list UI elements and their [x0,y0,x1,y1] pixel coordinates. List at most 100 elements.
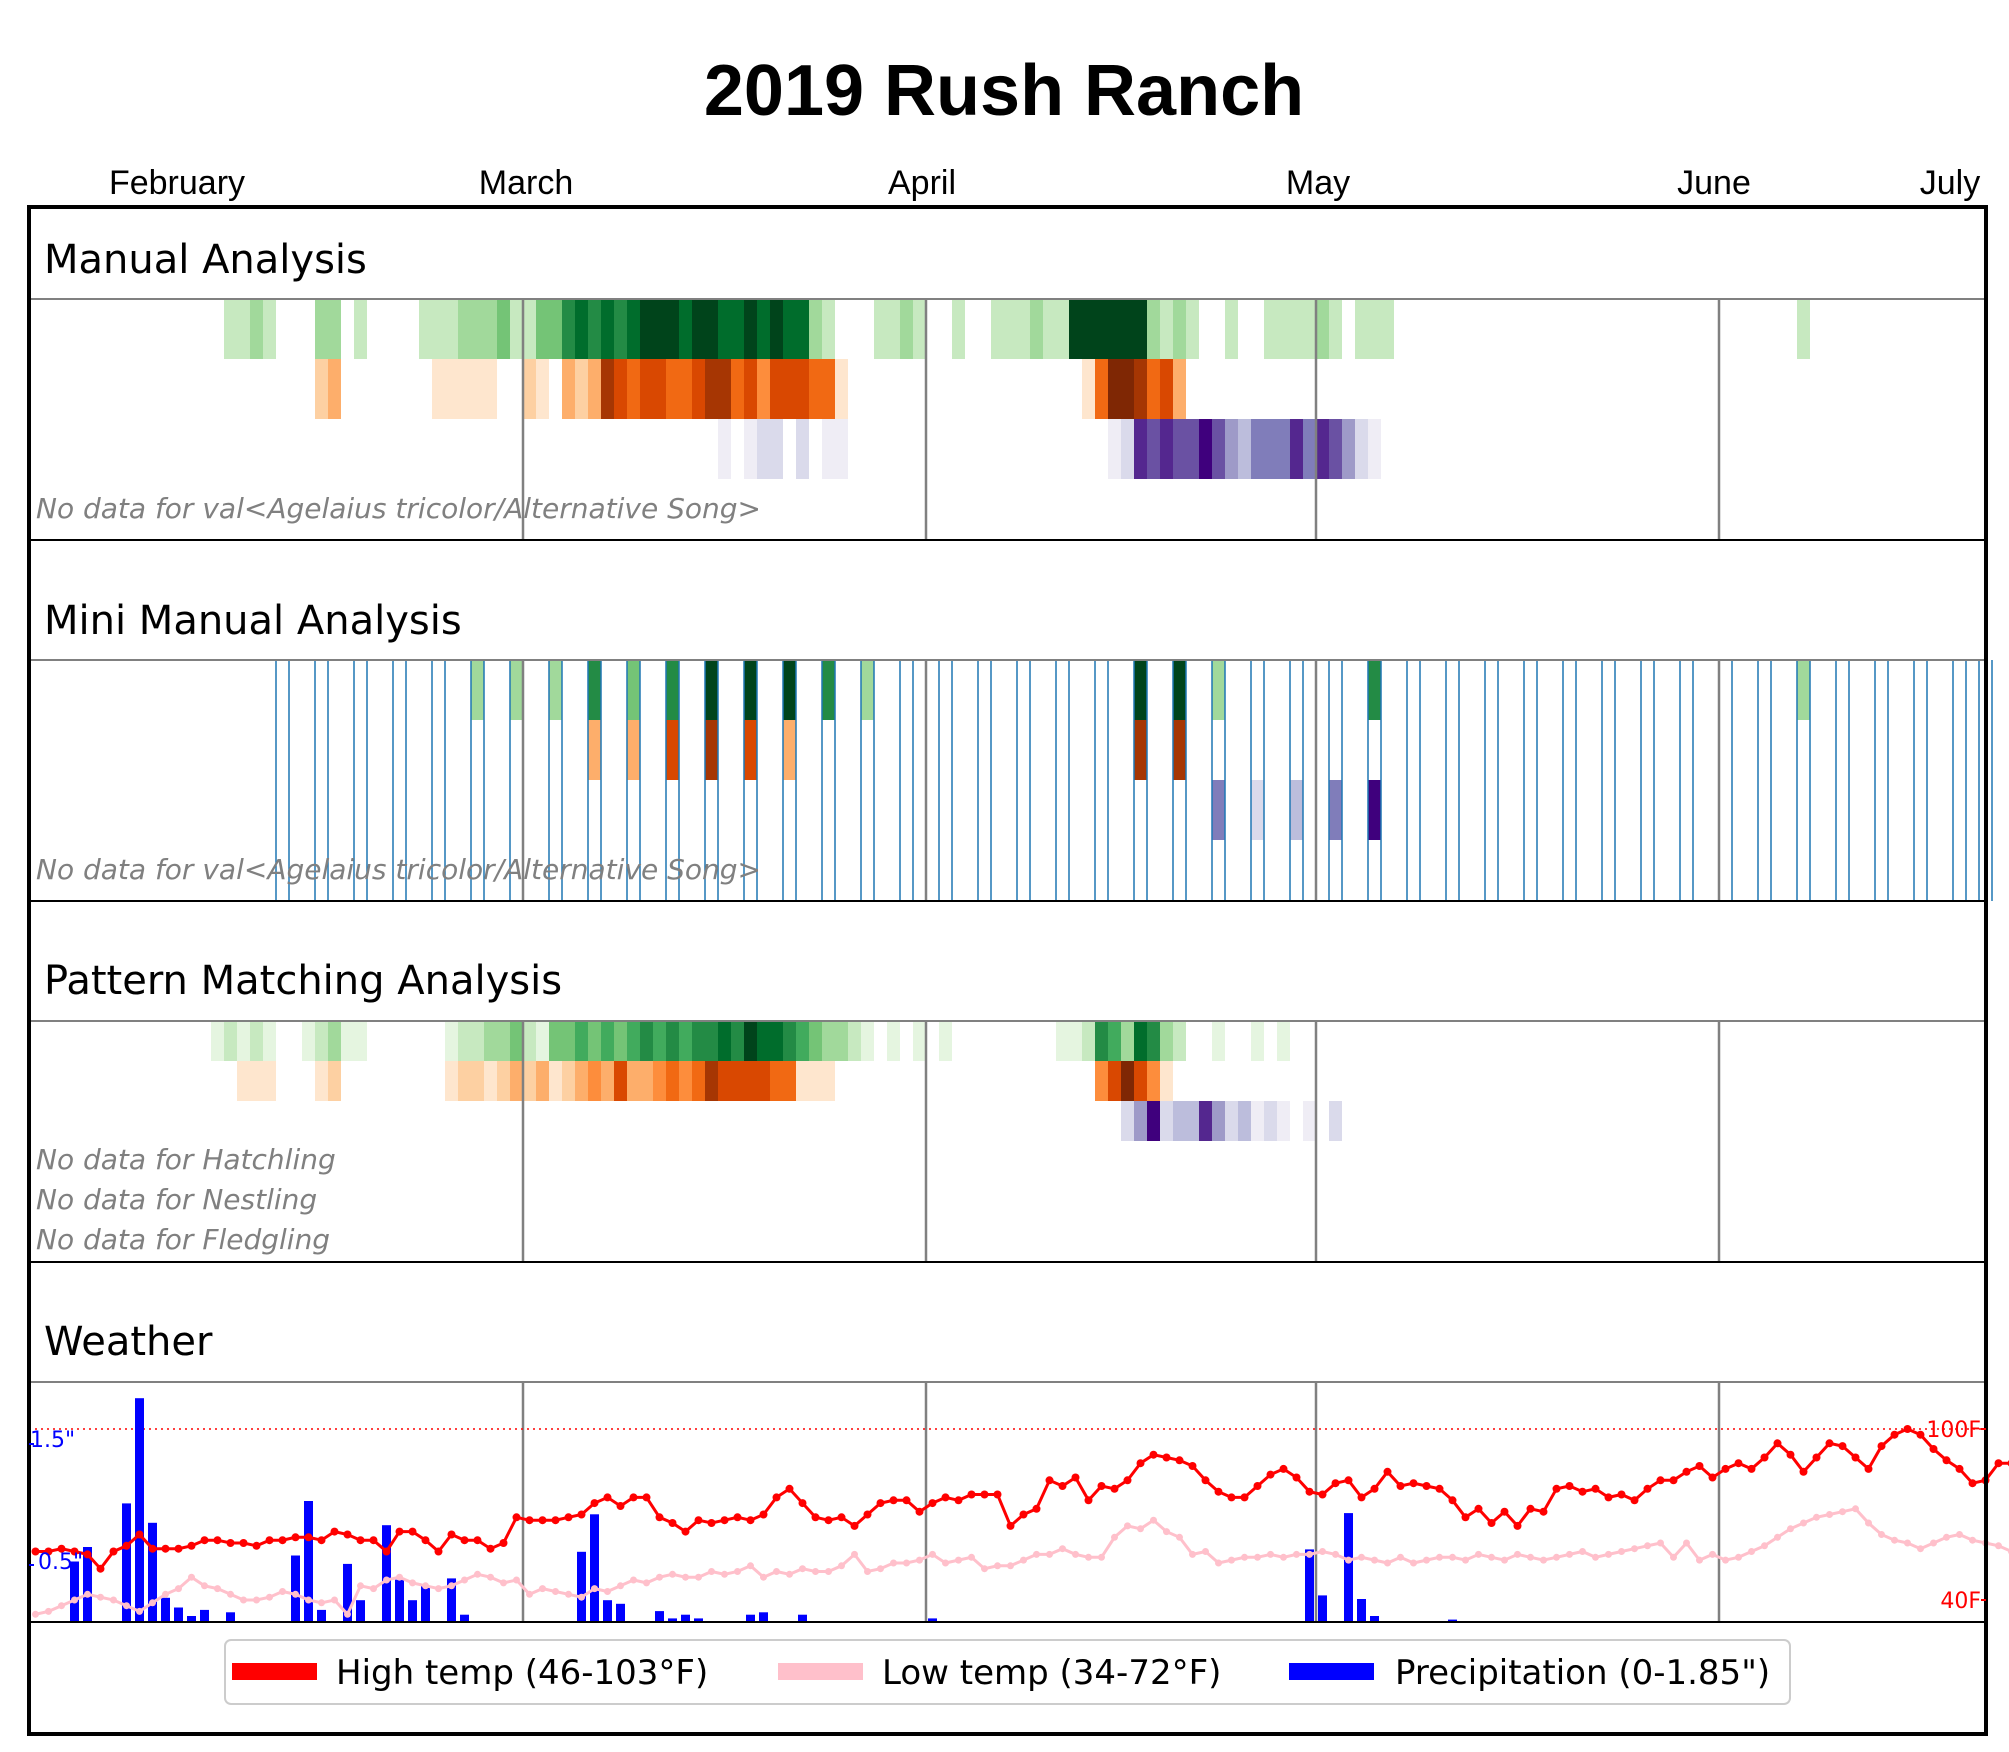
low-temp-point [890,1559,897,1567]
low-temp-point [526,1590,533,1598]
low-temp-point [747,1562,754,1570]
heat-cell-purple [1316,419,1329,479]
heat-cell-orange [809,359,822,419]
legend-box [224,1639,1791,1705]
low-temp-point [110,1596,117,1604]
high-temp-point [1266,1470,1275,1479]
heat-cell-purple [757,419,783,479]
low-temp-point [981,1565,988,1573]
heat-cell-orange [770,1061,796,1101]
precipitation-bar [343,1563,352,1622]
high-temp-point [811,1513,820,1522]
high-temp-point [863,1510,872,1519]
low-temp-point [344,1610,351,1618]
precipitation-bar [1357,1599,1366,1622]
low-temp-point [1436,1553,1443,1561]
precipitation-bar [148,1522,157,1622]
heat-cell-purple [1173,1101,1199,1141]
low-temp-point [838,1562,845,1570]
heat-cell-purple [1147,419,1160,479]
low-temp-point [1787,1525,1794,1533]
heat-cell-purple [1329,780,1342,840]
precipitation-bar [382,1525,391,1622]
heat-cell-purple [1251,419,1290,479]
high-temp-point [135,1530,144,1539]
low-temp-point [448,1582,455,1590]
low-temp-point [461,1576,468,1584]
no-data-note: No data for Hatchling [36,1143,336,1176]
heat-cell-orange [1095,1061,1108,1101]
high-temp-point [1396,1482,1405,1490]
heat-cell-purple [1251,780,1264,840]
heat-cell-green [1290,299,1303,359]
heat-cell-green [1134,660,1147,720]
heat-cell-green [1303,299,1316,359]
low-temp-point [253,1596,260,1604]
heat-cell-orange [601,359,614,419]
high-temp-point [1097,1482,1106,1490]
high-temp-point [499,1539,508,1547]
low-temp-point [136,1607,143,1615]
low-temp-point [1059,1545,1066,1553]
heat-cell-orange [536,359,549,419]
heat-cell-orange [1173,720,1186,780]
high-temp-point [1721,1464,1730,1473]
heat-cell-orange [432,359,497,419]
heat-cell-purple [1173,419,1199,479]
heat-cell-purple [1225,419,1238,479]
legend-swatch-low-temp [778,1663,863,1680]
high-temp-point [122,1541,131,1550]
high-temp-point [967,1490,976,1499]
heat-cell-green [861,1021,874,1061]
low-temp-point [1098,1553,1105,1561]
precipitation-bar [603,1600,612,1622]
low-temp-point [1358,1553,1365,1561]
low-temp-point [1397,1553,1404,1561]
precip-tick-1-5: 1.5" [30,1428,75,1453]
heat-cell-purple [1199,1101,1212,1141]
high-temp-point [759,1510,768,1519]
low-temp-point [1332,1550,1339,1558]
low-temp-point [1501,1556,1508,1564]
heat-cell-green [783,1021,796,1061]
high-temp-point [1019,1510,1028,1519]
low-temp-point [500,1579,507,1587]
low-temp-point [1488,1553,1495,1561]
high-temp-point [538,1516,547,1525]
heat-cell-orange [445,1061,458,1101]
high-temp-point [824,1516,833,1525]
low-temp-point [1527,1553,1534,1561]
high-temp-point [109,1547,118,1556]
heat-cell-green [718,299,744,359]
low-temp-point [240,1596,247,1604]
high-temp-point [564,1513,573,1522]
low-temp-point [1683,1539,1690,1547]
heat-cell-orange [718,1061,731,1101]
high-temp-point [1461,1513,1470,1522]
heat-cell-orange [1173,359,1186,419]
high-temp-point [655,1513,664,1522]
high-temp-point [1695,1462,1704,1470]
heat-cell-green [328,1021,341,1061]
high-temp-point [1513,1521,1522,1530]
heat-cell-purple [1303,1101,1316,1141]
heat-cell-green [471,660,484,720]
heat-cell-green [770,1021,783,1061]
heat-cell-green [1381,299,1394,359]
heat-cell-purple [1368,419,1381,479]
heat-cell-green [510,1021,523,1061]
heat-cell-green [1264,299,1290,359]
high-temp-point [1760,1453,1769,1462]
low-temp-point [1020,1556,1027,1564]
low-temp-point [45,1607,52,1615]
high-temp-point [31,1547,40,1556]
high-temp-point [1838,1442,1847,1451]
high-temp-point [1188,1462,1197,1470]
heat-cell-green [536,1021,549,1061]
high-temp-point [70,1547,79,1556]
heat-cell-orange [783,359,809,419]
precipitation-bar [798,1614,807,1622]
high-temp-point [317,1536,326,1545]
high-temp-point [1669,1476,1678,1485]
heat-cell-orange [1147,359,1160,419]
